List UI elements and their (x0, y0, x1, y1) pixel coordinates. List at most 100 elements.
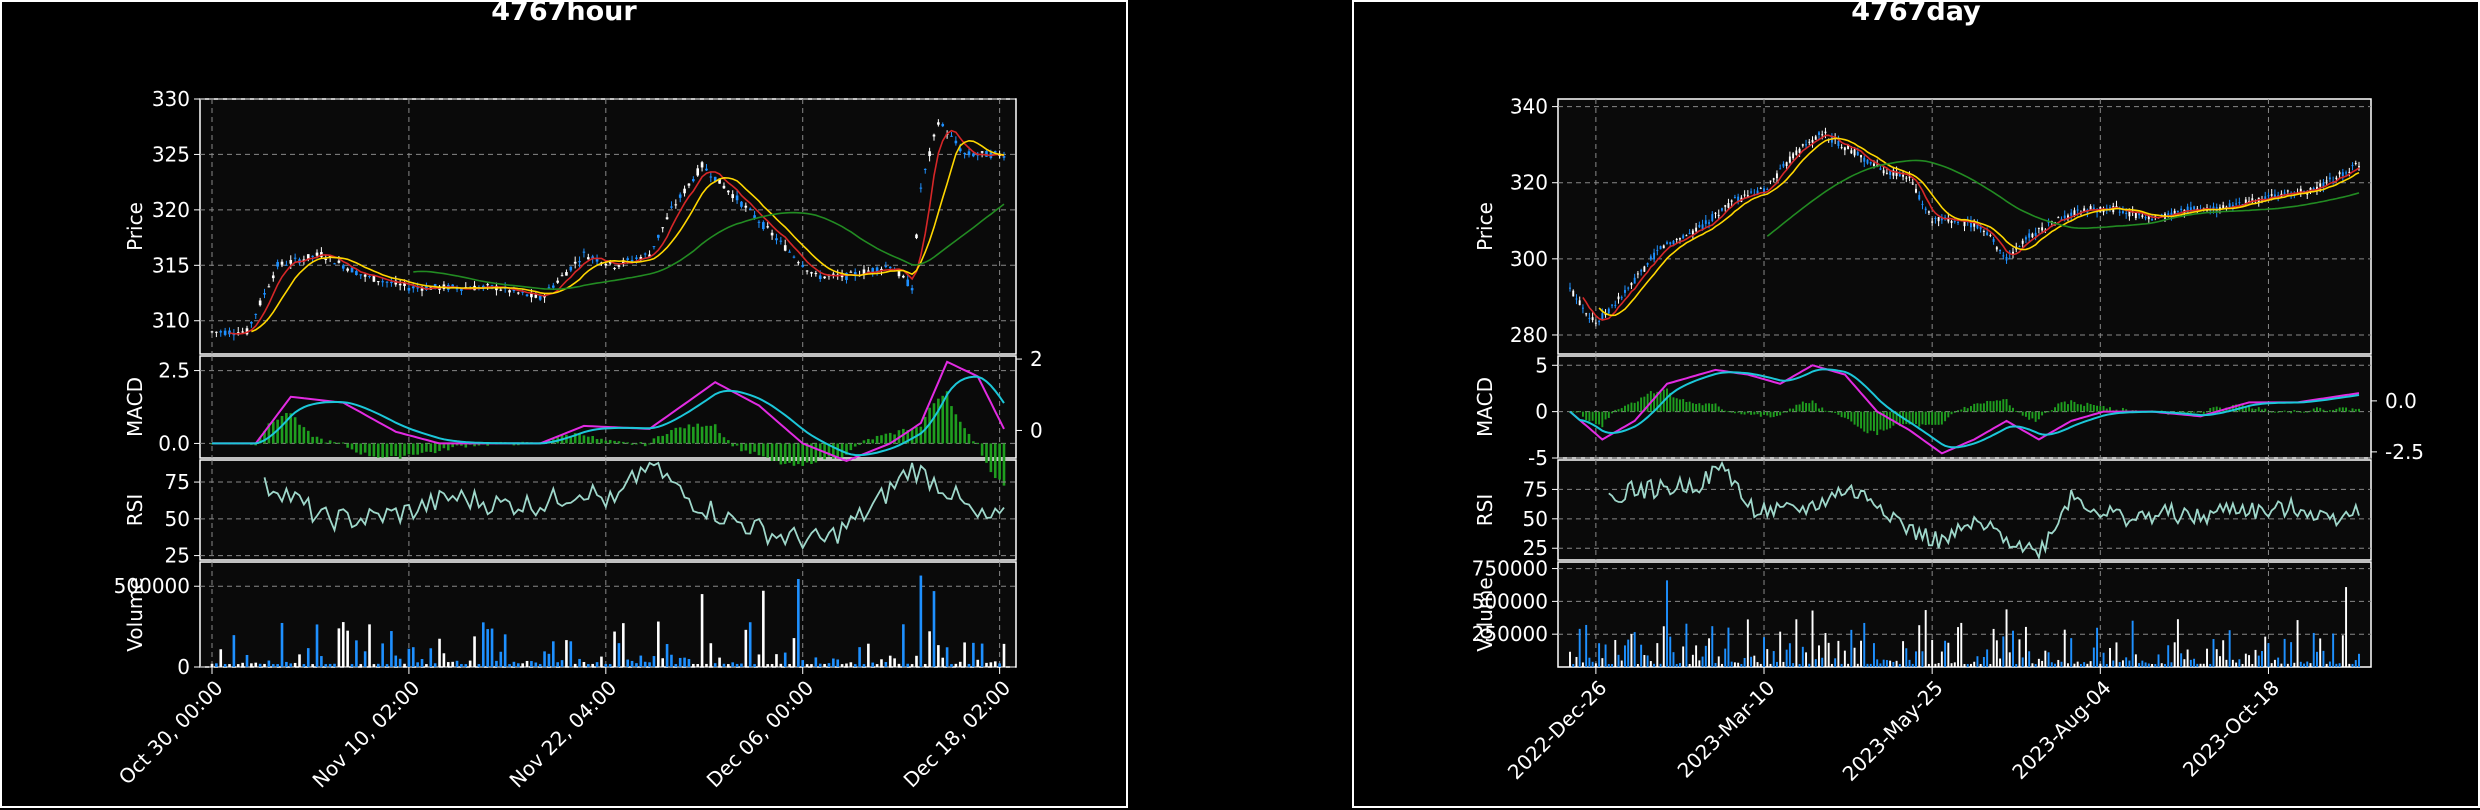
candle-body (2328, 177, 2331, 180)
candle-body (368, 275, 371, 277)
candle-body (355, 271, 358, 275)
volume-tick-label: 500000 (1472, 589, 1548, 613)
candle-body (359, 274, 363, 276)
volume-bar (1953, 662, 1956, 667)
candle-body (1976, 224, 1979, 229)
candle-body (1837, 140, 1840, 146)
macd-histogram-bar (1818, 408, 1820, 412)
macd-histogram-bar (665, 434, 669, 444)
volume-bar (1653, 663, 1656, 667)
candle-body (1882, 170, 1885, 174)
candle-body (306, 254, 310, 260)
macd-histogram-bar (2109, 407, 2111, 412)
candle-body (219, 331, 223, 333)
volume-bar (2109, 647, 2111, 667)
volume-bar (333, 663, 336, 667)
volume-bar (867, 643, 870, 667)
macd-histogram-bar (311, 436, 314, 444)
volume-bar (464, 664, 468, 667)
volume-bar (2235, 662, 2238, 667)
candle-body (1569, 287, 1571, 289)
volume-bar (460, 664, 463, 667)
candle-body (1902, 174, 1905, 177)
candle-body (657, 234, 660, 238)
volume-bar (429, 648, 433, 667)
macd-histogram-bar (1966, 408, 1969, 412)
candle-body (1805, 144, 1808, 146)
volume-bar (1721, 663, 1723, 667)
volume-bar (2131, 620, 2134, 667)
macd-histogram-bar (963, 428, 966, 444)
macd-histogram-bar (1775, 411, 1778, 416)
macd-histogram-bar (258, 437, 262, 444)
macd-histogram-bar (1995, 400, 1998, 412)
candle-body (1737, 196, 1740, 202)
macd-tick-left: 2.5 (158, 359, 190, 383)
candle-body (232, 334, 236, 336)
y-label-macd: MACD (1473, 377, 1497, 437)
macd-histogram-bar (744, 443, 748, 451)
candle-body (735, 195, 739, 201)
candle-body (1931, 221, 1934, 223)
candle-body (254, 313, 258, 315)
volume-bar (2067, 663, 2069, 667)
volume-bar (438, 638, 441, 667)
macd-histogram-bar (692, 426, 695, 444)
macd-histogram-bar (285, 413, 288, 444)
x-tick-label: Oct 30, 00:00 (114, 676, 228, 790)
macd-histogram-bar (1918, 411, 1921, 427)
macd-histogram-bar (2189, 411, 2192, 414)
candle-body (1721, 208, 1723, 211)
macd-histogram-bar (2354, 409, 2357, 412)
volume-bar (1940, 651, 1943, 667)
candle-body (2212, 206, 2215, 209)
macd-histogram-bar (1659, 390, 1662, 412)
rsi-tick-label: 25 (165, 544, 190, 568)
macd-histogram-bar (2345, 407, 2348, 412)
macd-histogram-bar (280, 416, 284, 444)
macd-signal-line (1569, 368, 2360, 449)
macd-histogram-bar (845, 443, 848, 455)
volume-bar (315, 624, 319, 667)
macd-histogram-bar (411, 443, 415, 455)
candle-body (1895, 171, 1898, 177)
candle-body (1824, 131, 1827, 134)
volume-bar (1970, 663, 1972, 667)
macd-histogram-bar (2248, 406, 2251, 412)
macd-histogram-bar (2018, 411, 2021, 413)
candle-body (1957, 221, 1959, 223)
volume-bar (1792, 663, 1795, 667)
candle-body (1918, 195, 1921, 200)
candle-body (2180, 208, 2183, 210)
macd-histogram-bar (1960, 409, 1963, 412)
candle-body (363, 274, 367, 277)
candle-body (1911, 183, 1914, 185)
volume-bar (1989, 664, 1992, 667)
candle-body (573, 261, 577, 264)
macd-histogram-bar (460, 443, 463, 446)
volume-bar (643, 661, 647, 667)
candle-body (958, 148, 962, 152)
volume-bar (368, 624, 371, 667)
volume-bar (2170, 662, 2173, 667)
macd-histogram-bar (1714, 403, 1717, 412)
macd-histogram-bar (1708, 403, 1711, 412)
candle-body (2238, 202, 2241, 204)
macd-histogram-bar (1698, 403, 1701, 412)
volume-bar (810, 664, 813, 667)
price-tick-label: 310 (152, 309, 190, 333)
volume-tick-label: 750000 (1472, 557, 1548, 581)
candle-body (403, 282, 406, 287)
macd-histogram-bar (341, 442, 345, 444)
volume-bar (1911, 663, 1914, 667)
macd-histogram-bar (1905, 411, 1908, 424)
macd-histogram-bar (1934, 411, 1937, 425)
volume-bar (2225, 659, 2228, 667)
candle-body (1685, 235, 1688, 237)
macd-histogram-bar (473, 443, 476, 447)
volume-bar (1572, 663, 1575, 667)
candle-body (853, 272, 857, 276)
macd-histogram-bar (1940, 411, 1943, 425)
candle-body (713, 176, 717, 182)
macd-histogram-bar (1827, 410, 1830, 412)
